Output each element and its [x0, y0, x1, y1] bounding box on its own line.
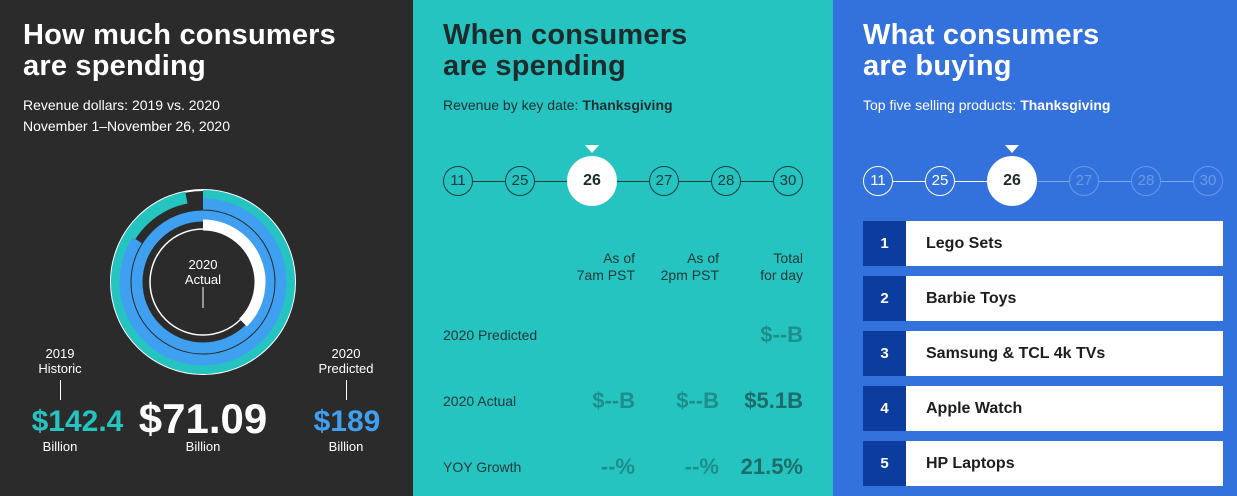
product-name: Samsung & TCL 4k TVs — [926, 345, 1106, 362]
spending-panel: How much consumers are spending Revenue … — [0, 0, 413, 496]
col-header-2pm-line1: As of — [687, 250, 719, 266]
date-node-25[interactable]: 25 — [505, 166, 535, 196]
product-rank: 3 — [863, 331, 906, 376]
col-header-7am-line2: 7am PST — [576, 267, 635, 283]
spending-subtitle-line2: November 1–November 26, 2020 — [23, 118, 231, 134]
date-node-26-active[interactable]: 26 — [567, 156, 617, 206]
product-rank: 5 — [863, 441, 906, 486]
buying-date-timeline: 11 25 26 27 28 30 — [863, 145, 1225, 206]
col-header-total-line2: for day — [760, 267, 803, 283]
spending-subtitle: Revenue dollars: 2019 vs. 2020 November … — [23, 95, 230, 137]
date-node-27-disabled: 27 — [1069, 166, 1099, 196]
row-label-yoy: YOY Growth — [443, 459, 522, 475]
historic-label-line1: 2019 — [45, 346, 75, 361]
when-title-line1: When consumers — [443, 19, 688, 51]
predicted-label-line1: 2020 — [331, 346, 361, 361]
when-title: When consumers are spending — [443, 20, 688, 82]
buying-subtitle-prefix: Top five selling products: — [863, 97, 1017, 113]
actual-value: $71.09 — [138, 395, 268, 442]
buying-panel: What consumers are buying Top five selli… — [833, 0, 1237, 496]
actual-7am: $--B — [592, 388, 635, 413]
predicted-unit: Billion — [328, 439, 364, 454]
ring-actual — [202, 219, 266, 327]
yoy-2pm: --% — [684, 454, 719, 479]
date-node-28-disabled: 28 — [1131, 166, 1161, 196]
spending-subtitle-line1: Revenue dollars: 2019 vs. 2020 — [23, 97, 220, 113]
date-node-30[interactable]: 30 — [773, 166, 803, 196]
ring-historic — [119, 198, 287, 366]
ring-historic-inner — [131, 210, 275, 354]
col-header-2pm: As of 2pm PST — [653, 250, 719, 284]
product-name: Lego Sets — [926, 235, 1003, 252]
buying-title-line2: are buying — [863, 50, 1012, 82]
actual-2pm: $--B — [676, 388, 719, 413]
date-node-30-disabled: 30 — [1193, 166, 1223, 196]
actual-total: $5.1B — [744, 388, 803, 413]
date-node-28[interactable]: 28 — [711, 166, 741, 196]
buying-title: What consumers are buying — [863, 20, 1099, 82]
col-header-total: Total for day — [743, 250, 803, 284]
spending-title-line2: are spending — [23, 50, 206, 82]
spending-title: How much consumers are spending — [23, 20, 336, 82]
timeline-line — [458, 181, 790, 182]
predicted-label-line2: Predicted — [318, 361, 374, 376]
revenue-ring-chart — [110, 189, 296, 375]
buying-subtitle-key: Thanksgiving — [1020, 97, 1111, 113]
when-title-line2: are spending — [443, 50, 626, 82]
product-rank: 1 — [863, 221, 906, 266]
historic-label-line2: Historic — [38, 361, 82, 376]
date-node-27[interactable]: 27 — [649, 166, 679, 196]
product-name: Barbie Toys — [926, 290, 1017, 307]
predicted-label: 2020 Predicted — [311, 346, 381, 376]
col-header-total-line1: Total — [773, 250, 803, 266]
when-subtitle-key: Thanksgiving — [582, 97, 673, 113]
when-subtitle-prefix: Revenue by key date: — [443, 97, 579, 113]
product-item: 5 HP Laptops — [863, 441, 1223, 486]
buying-subtitle: Top five selling products: Thanksgiving — [863, 95, 1110, 116]
yoy-total: 21.5% — [740, 454, 803, 479]
historic-label: 2019 Historic — [30, 346, 90, 376]
col-header-2pm-line2: 2pm PST — [660, 267, 719, 283]
product-rank: 4 — [863, 386, 906, 431]
actual-label-line2: Actual — [184, 272, 222, 287]
date-node-25[interactable]: 25 — [925, 166, 955, 196]
active-date-caret — [1005, 145, 1019, 153]
row-label-predicted: 2020 Predicted — [443, 327, 538, 343]
predicted-total: $--B — [760, 322, 803, 347]
actual-unit: Billion — [185, 439, 221, 454]
row-label-actual: 2020 Actual — [443, 393, 517, 409]
product-item: 4 Apple Watch — [863, 386, 1223, 431]
predicted-leader-line — [346, 380, 347, 400]
historic-unit: Billion — [42, 439, 78, 454]
date-node-11[interactable]: 11 — [863, 166, 893, 196]
historic-value: $142.4 — [31, 405, 124, 438]
col-header-7am: As of 7am PST — [573, 250, 635, 284]
yoy-7am: --% — [600, 454, 635, 479]
predicted-value: $189 — [313, 405, 381, 438]
spending-title-line1: How much consumers — [23, 19, 336, 51]
active-date-caret — [585, 145, 599, 153]
buying-title-line1: What consumers — [863, 19, 1100, 51]
product-item: 1 Lego Sets — [863, 221, 1223, 266]
col-header-7am-line1: As of — [603, 250, 635, 266]
product-name: HP Laptops — [926, 455, 1015, 472]
product-name: Apple Watch — [926, 400, 1023, 417]
timeline-line-inactive — [1018, 181, 1210, 182]
date-node-11[interactable]: 11 — [443, 166, 473, 196]
when-panel: When consumers are spending Revenue by k… — [413, 0, 833, 496]
product-item: 2 Barbie Toys — [863, 276, 1223, 321]
date-node-26-active[interactable]: 26 — [987, 156, 1037, 206]
actual-label-line1: 2020 — [188, 257, 218, 272]
when-subtitle: Revenue by key date: Thanksgiving — [443, 95, 673, 116]
historic-leader-line — [60, 380, 61, 400]
product-rank: 2 — [863, 276, 906, 321]
product-item: 3 Samsung & TCL 4k TVs — [863, 331, 1223, 376]
ring-predicted — [111, 190, 295, 374]
when-date-timeline: 11 25 26 27 28 30 — [443, 145, 805, 206]
actual-label: 2020 Actual — [173, 257, 233, 287]
